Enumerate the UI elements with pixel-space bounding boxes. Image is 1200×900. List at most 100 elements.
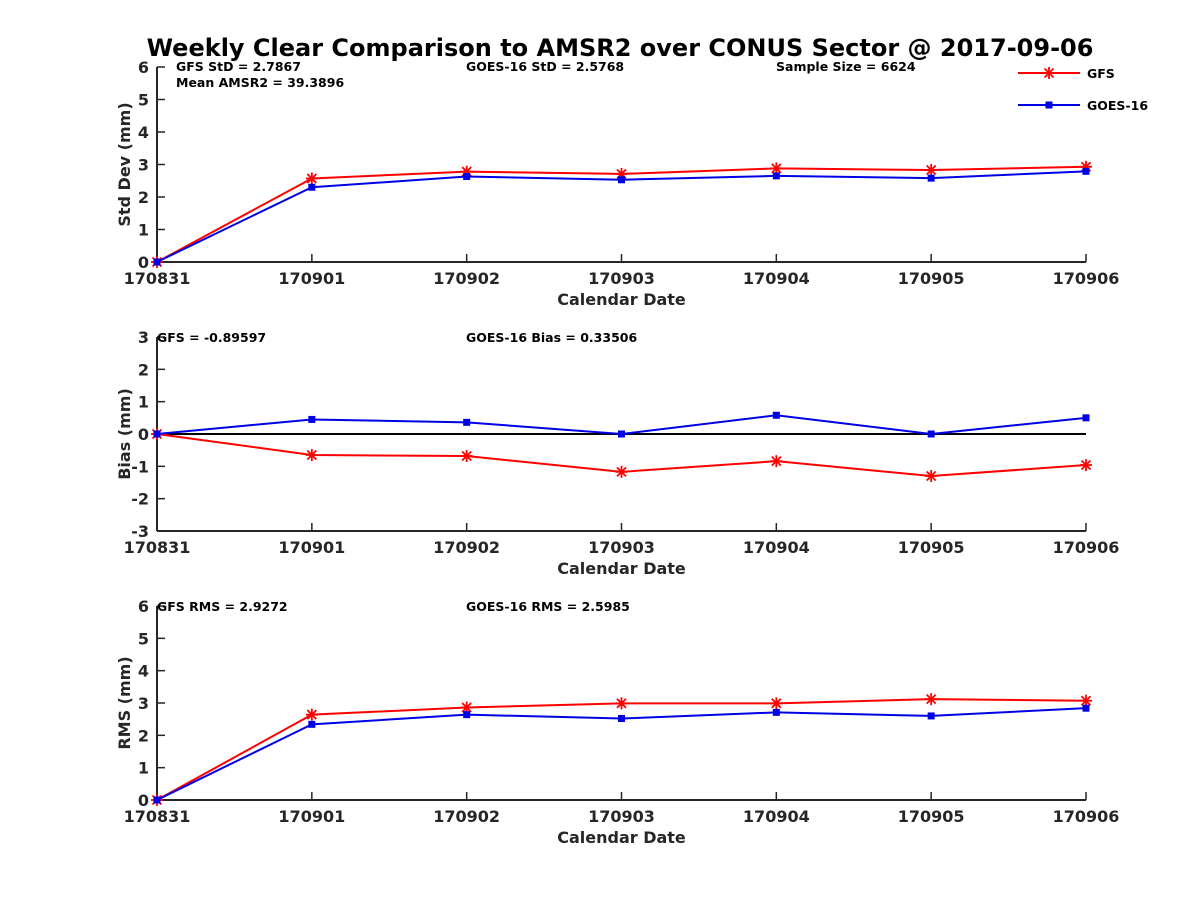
x-tick-label: 170901 (278, 807, 345, 826)
annotation: GOES-16 RMS = 2.5985 (466, 599, 630, 614)
legend-label: GOES-16 (1087, 98, 1148, 113)
data-point-goes-16 (772, 411, 780, 419)
x-tick-label: 170902 (433, 807, 500, 826)
data-point-goes-16 (1082, 704, 1090, 712)
legend-marker (1045, 101, 1053, 109)
y-tick-label: 2 (138, 188, 149, 207)
x-tick-label: 170904 (743, 807, 810, 826)
panels: 0 1 2 3 4 5 6 170831 170901 170902 170903 170904 170… (115, 58, 1119, 847)
data-point-gfs (1080, 694, 1092, 707)
data-point-gfs (925, 470, 938, 483)
marker-stroke (306, 173, 317, 184)
series-line-goes-16 (156, 170, 1087, 263)
y-tick-label: 5 (138, 91, 149, 110)
x-tick-label: 170831 (124, 269, 191, 288)
data-point-goes-16 (308, 183, 316, 191)
marker-stroke (1080, 695, 1092, 706)
legend-label: GFS (1087, 66, 1115, 81)
x-axis-label: Calendar Date (557, 559, 686, 578)
annotation: GOES-16 StD = 2.5768 (466, 59, 624, 74)
data-point-goes-16 (153, 796, 161, 804)
data-point-goes-16 (772, 708, 780, 716)
x-tick-label: 170903 (588, 807, 655, 826)
y-axis-label: RMS (mm) (115, 656, 134, 749)
annotation: GFS = -0.89597 (157, 330, 266, 345)
y-tick-label: -3 (131, 522, 149, 541)
x-tick-label: 170902 (433, 538, 500, 557)
annotation: Sample Size = 6624 (776, 59, 916, 74)
x-tick-label: 170905 (898, 807, 965, 826)
legend-item-goes-16: GOES-16 (1018, 98, 1148, 113)
x-tick-label: 170906 (1053, 807, 1120, 826)
x-tick-label: 170906 (1053, 538, 1120, 557)
marker-stroke (771, 163, 782, 174)
marker-stroke (306, 449, 317, 461)
marker-stroke (616, 466, 627, 477)
data-point-gfs (460, 449, 473, 462)
y-tick-label: 3 (138, 694, 149, 713)
y-tick-label: 2 (138, 726, 149, 745)
y-tick-label: 1 (138, 221, 149, 240)
y-tick-label: 0 (138, 791, 149, 810)
marker-stroke (616, 698, 627, 709)
data-point-goes-16 (463, 418, 471, 426)
marker-stroke (1043, 67, 1055, 79)
annotation: GFS RMS = 2.9272 (157, 599, 288, 614)
y-axis-label: Bias (mm) (115, 388, 134, 480)
data-point-goes-16 (927, 430, 935, 438)
annotation: GFS StD = 2.7867 (176, 59, 301, 74)
marker-stroke (771, 456, 782, 467)
y-axis-label: Std Dev (mm) (115, 102, 134, 226)
y-tick-label: -1 (131, 457, 149, 476)
y-tick-label: 0 (138, 425, 149, 444)
panel-1: 0 1 2 3 4 5 6 170831 170901 170902 170903 170904 170… (115, 58, 1119, 309)
marker-stroke (306, 709, 317, 720)
data-point-goes-16 (1082, 414, 1090, 422)
data-point-goes-16 (308, 415, 316, 423)
y-tick-label: 3 (138, 156, 149, 175)
data-point-goes-16 (618, 430, 625, 438)
data-point-gfs (925, 164, 938, 177)
marker-stroke (771, 698, 782, 709)
x-tick-label: 170904 (743, 269, 810, 288)
data-point-gfs (305, 172, 318, 185)
data-point-gfs (305, 708, 318, 721)
data-point-gfs (1080, 459, 1092, 472)
legend: GFS GOES-16 (1018, 66, 1148, 113)
x-tick-label: 170905 (898, 269, 965, 288)
annotation: Mean AMSR2 = 39.3896 (176, 75, 344, 90)
y-tick-label: 6 (138, 597, 149, 616)
y-tick-label: -2 (131, 490, 149, 509)
data-point-gfs (305, 449, 318, 462)
y-tick-label: 6 (138, 58, 149, 77)
marker-stroke (926, 693, 937, 705)
data-point-gfs (615, 697, 628, 710)
data-point-goes-16 (927, 712, 935, 720)
legend-item-gfs: GFS (1018, 66, 1115, 81)
data-point-goes-16 (618, 715, 625, 723)
marker-stroke (926, 470, 937, 482)
marker-stroke (1080, 459, 1092, 471)
x-axis-label: Calendar Date (557, 828, 686, 847)
x-tick-label: 170901 (278, 538, 345, 557)
x-tick-label: 170905 (898, 538, 965, 557)
x-tick-label: 170902 (433, 269, 500, 288)
marker-stroke (461, 702, 472, 713)
y-tick-label: 5 (138, 629, 149, 648)
chart-title: Weekly Clear Comparison to AMSR2 over CO… (147, 34, 1094, 62)
x-tick-label: 170903 (588, 538, 655, 557)
data-point-goes-16 (463, 711, 471, 719)
annotation: GOES-16 Bias = 0.33506 (466, 330, 637, 345)
data-point-goes-16 (153, 430, 161, 438)
y-tick-label: 2 (138, 360, 149, 379)
panel-2: -3 -2 -1 0 1 2 3 170831 170901 170902 170903 170904… (115, 328, 1119, 578)
x-tick-label: 170831 (124, 807, 191, 826)
data-point-gfs (770, 162, 783, 175)
x-tick-label: 170904 (743, 538, 810, 557)
data-point-gfs (615, 465, 628, 478)
data-point-goes-16 (1082, 167, 1090, 175)
data-point-gfs (770, 455, 783, 468)
y-tick-label: 3 (138, 328, 149, 347)
y-tick-label: 1 (138, 759, 149, 778)
